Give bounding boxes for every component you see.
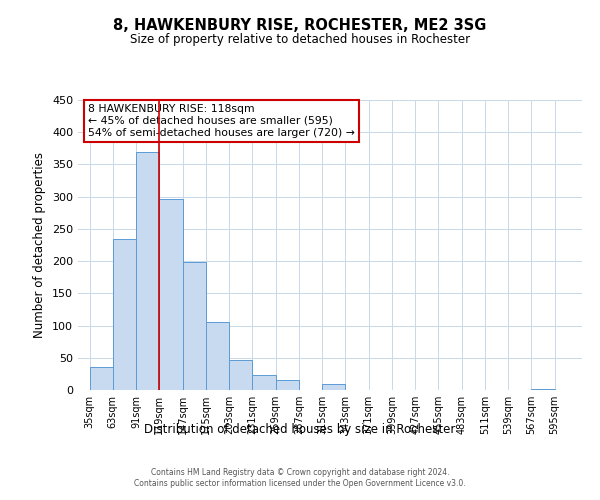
Bar (322, 384, 346, 390)
Bar (229, 360, 253, 390)
Bar (113, 239, 136, 390)
Text: 8, HAWKENBURY RISE, ROCHESTER, ME2 3SG: 8, HAWKENBURY RISE, ROCHESTER, ME2 3SG (113, 18, 487, 32)
Y-axis label: Number of detached properties: Number of detached properties (34, 152, 46, 338)
Text: 8 HAWKENBURY RISE: 118sqm
← 45% of detached houses are smaller (595)
54% of semi: 8 HAWKENBURY RISE: 118sqm ← 45% of detac… (88, 104, 355, 138)
Bar (89, 368, 113, 390)
Text: Size of property relative to detached houses in Rochester: Size of property relative to detached ho… (130, 32, 470, 46)
Bar (160, 198, 182, 390)
Bar (253, 375, 275, 390)
Bar (532, 388, 554, 390)
Bar (206, 322, 229, 390)
Bar (182, 262, 206, 390)
Bar (275, 380, 299, 390)
Text: Distribution of detached houses by size in Rochester: Distribution of detached houses by size … (145, 422, 455, 436)
Text: Contains HM Land Registry data © Crown copyright and database right 2024.
Contai: Contains HM Land Registry data © Crown c… (134, 468, 466, 487)
Bar (136, 152, 160, 390)
